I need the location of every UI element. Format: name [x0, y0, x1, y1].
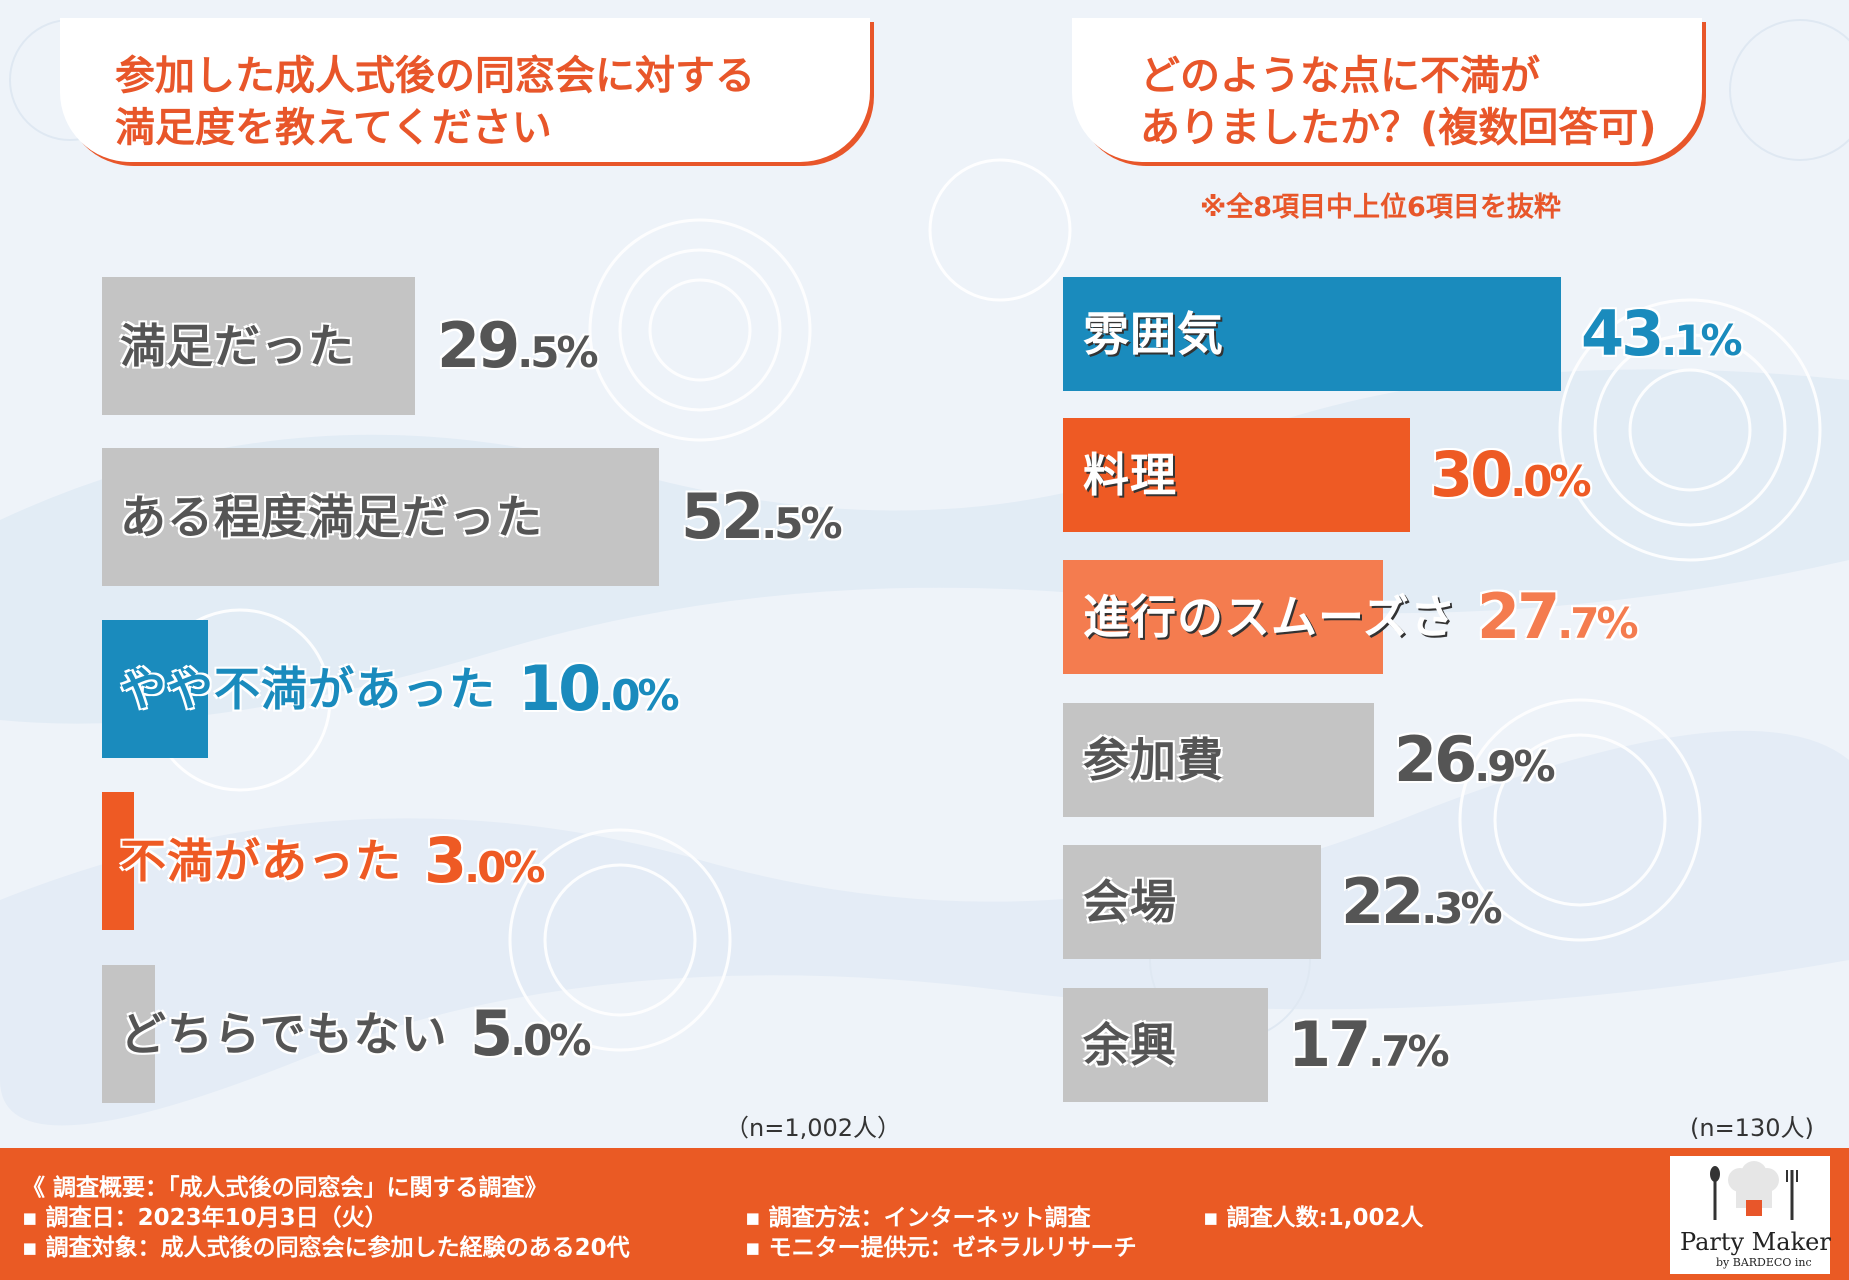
bar-0-4 — [102, 965, 155, 1103]
bar-value-1-3: 26.9% — [1394, 720, 1556, 816]
bar-label-1-2: 進行のスムーズさ — [1083, 590, 1457, 644]
value-decimal: .9% — [1474, 742, 1555, 791]
bar-value-0-1: 52.5% — [681, 477, 843, 573]
survey-footer: 《 調査概要：「成人式後の同窓会」に関する調査》 ▪ 調査日：2023年10月3… — [0, 1148, 1849, 1280]
value-integer: 29 — [437, 309, 520, 382]
bar-label-0-3: 不満があった — [120, 834, 402, 888]
left-title-line1: 参加した成人式後の同窓会に対する — [115, 53, 755, 99]
value-decimal: .1% — [1661, 316, 1742, 365]
footer-method: ▪ 調査方法：インターネット調査 — [745, 1205, 1091, 1231]
value-decimal: .3% — [1421, 884, 1502, 933]
bar-0-2 — [102, 620, 208, 758]
right-title-line1: どのような点に不満が — [1140, 53, 1540, 99]
bar-label-0-0: 満足だった — [120, 319, 355, 373]
bar-label-0-1: ある程度満足だった — [120, 490, 543, 544]
footer-heading: 《 調査概要：「成人式後の同窓会」に関する調査》 — [22, 1175, 548, 1201]
value-decimal: .0% — [598, 671, 679, 720]
bar-value-0-3: 3.0% — [424, 821, 545, 917]
bar-1-1 — [1063, 418, 1410, 532]
value-integer: 26 — [1394, 723, 1477, 796]
value-integer: 5 — [470, 997, 513, 1070]
footer-provider: ▪ モニター提供元：ゼネラルリサーチ — [745, 1235, 1137, 1261]
bar-value-0-0: 29.5% — [437, 306, 599, 402]
bar-label-1-0: 雰囲気 — [1083, 307, 1224, 361]
value-decimal: .0% — [510, 1016, 591, 1065]
value-decimal: .5% — [517, 328, 598, 377]
bar-value-0-2: 10.0% — [518, 649, 680, 745]
value-decimal: .0% — [464, 843, 545, 892]
value-integer: 43 — [1581, 297, 1664, 370]
value-integer: 30 — [1430, 438, 1513, 511]
bar-label-1-3: 参加費 — [1083, 733, 1224, 787]
bar-1-2 — [1063, 560, 1383, 674]
value-integer: 27 — [1477, 580, 1560, 653]
bar-0-3 — [102, 792, 134, 930]
value-decimal: .0% — [1510, 457, 1591, 506]
right-title-line2: ありましたか？(複数回答可) — [1140, 105, 1657, 151]
value-decimal: .7% — [1557, 599, 1638, 648]
left-title-line2: 満足度を教えてください — [115, 105, 552, 151]
chef-hat-icon — [1710, 1161, 1798, 1220]
value-integer: 52 — [681, 480, 764, 553]
bar-label-1-5: 余興 — [1083, 1018, 1177, 1072]
bar-value-1-5: 17.7% — [1288, 1005, 1450, 1101]
bar-value-1-4: 22.3% — [1341, 862, 1503, 958]
value-decimal: .5% — [761, 499, 842, 548]
bar-label-0-4: どちらでもない — [120, 1007, 448, 1061]
bar-0-0 — [102, 277, 415, 415]
right-sample-size: (n=130人) — [1690, 1114, 1814, 1142]
bar-1-5 — [1063, 988, 1268, 1102]
value-integer: 22 — [1341, 865, 1424, 938]
right-title-box — [1072, 18, 1702, 162]
bar-0-1 — [102, 448, 659, 586]
bar-value-1-0: 43.1% — [1581, 294, 1743, 390]
bar-1-4 — [1063, 845, 1321, 959]
logo-name: Party Maker — [1680, 1228, 1831, 1256]
left-title-box — [60, 18, 870, 162]
bar-value-0-4: 5.0% — [470, 994, 591, 1090]
footer-date: ▪ 調査日：2023年10月3日（火） — [22, 1205, 388, 1231]
footer-target: ▪ 調査対象：成人式後の同窓会に参加した経験のある20代 — [22, 1235, 630, 1261]
bar-1-3 — [1063, 703, 1374, 817]
bar-label-1-1: 料理 — [1083, 448, 1177, 502]
bar-1-0 — [1063, 277, 1561, 391]
value-integer: 3 — [424, 824, 467, 897]
value-decimal: .7% — [1368, 1027, 1449, 1076]
left-sample-size: （n=1,002人） — [725, 1114, 902, 1142]
bar-label-0-2: やや不満があった — [120, 662, 496, 716]
value-integer: 10 — [518, 652, 601, 725]
footer-count: ▪ 調査人数:1,002人 — [1203, 1205, 1424, 1231]
party-maker-logo: Party Maker by BARDECO inc — [1670, 1156, 1831, 1274]
value-integer: 17 — [1288, 1008, 1371, 1081]
bar-value-1-2: 27.7% — [1477, 577, 1639, 673]
bar-value-1-1: 30.0% — [1430, 435, 1592, 531]
right-chart-note: ※全8項目中上位6項目を抜粋 — [1200, 192, 1561, 223]
bar-label-1-4: 会場 — [1083, 875, 1177, 929]
logo-sub: by BARDECO inc — [1716, 1256, 1812, 1269]
